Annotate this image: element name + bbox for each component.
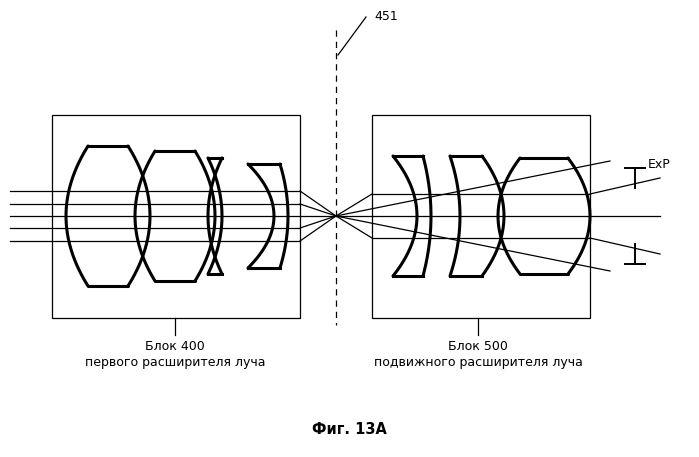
Text: подвижного расширителя луча: подвижного расширителя луча — [373, 356, 582, 369]
Text: Блок 400: Блок 400 — [145, 340, 205, 353]
Text: Фиг. 13A: Фиг. 13A — [312, 422, 387, 437]
Text: ExP: ExP — [648, 158, 671, 170]
Text: Блок 500: Блок 500 — [448, 340, 508, 353]
Text: первого расширителя луча: первого расширителя луча — [85, 356, 265, 369]
Text: 451: 451 — [374, 10, 398, 23]
Bar — [52, 115, 300, 318]
Bar — [372, 115, 590, 318]
